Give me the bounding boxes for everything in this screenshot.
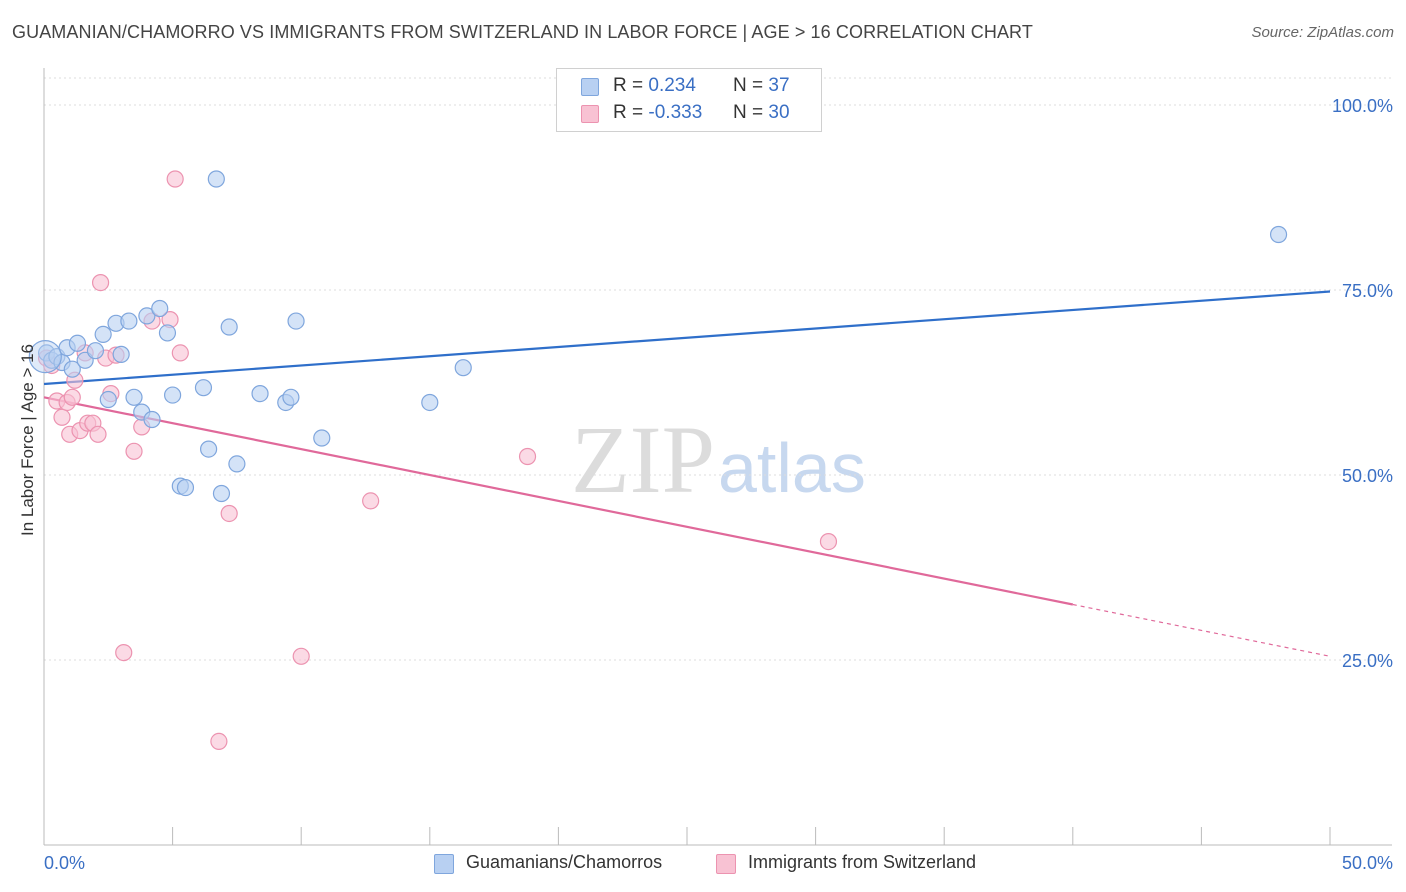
x-tick-label: 0.0%: [44, 853, 85, 873]
point-guamanians: [1269, 225, 1288, 244]
point-guamanians: [138, 307, 156, 325]
chart-title: GUAMANIAN/CHAMORRO VS IMMIGRANTS FROM SW…: [12, 22, 1033, 42]
point-switzerland: [171, 344, 189, 362]
legend-label: Guamanians/Chamorros: [466, 852, 663, 872]
point-guamanians: [151, 299, 169, 318]
r-value: -0.333: [648, 102, 703, 123]
trend-line-switzerland-extrapolated: [1072, 603, 1331, 657]
point-guamanians: [282, 388, 300, 406]
point-switzerland: [53, 408, 71, 426]
legend-n: N = 30: [733, 102, 790, 124]
r-value: 0.234: [648, 75, 696, 96]
tick-labels: 100.0% 75.0% 50.0% 25.0% 0.0% 50.0%: [44, 96, 1393, 873]
y-tick-label: 25.0%: [1342, 651, 1393, 671]
point-switzerland: [125, 442, 143, 460]
point-switzerland: [89, 425, 107, 443]
point-switzerland: [166, 170, 184, 188]
n-value: 30: [768, 102, 790, 123]
n-value: 37: [768, 75, 790, 96]
y-axis-label: In Labor Force | Age > 16: [18, 343, 37, 537]
n-label: N =: [733, 75, 764, 96]
legend-r: R = -0.333: [613, 102, 702, 124]
point-switzerland: [63, 388, 81, 406]
legend-r: R = 0.234: [613, 75, 696, 97]
point-guamanians: [63, 360, 81, 378]
legend-swatch-blue: [434, 854, 454, 874]
point-cluster: [28, 340, 62, 374]
y-tick-label: 100.0%: [1332, 96, 1393, 116]
point-guamanians: [454, 359, 472, 377]
point-guamanians: [200, 440, 218, 458]
point-guamanians: [251, 385, 269, 403]
legend-swatch-pink: [581, 105, 599, 123]
point-guamanians: [86, 342, 105, 360]
legend-label: Immigrants from Switzerland: [748, 852, 977, 872]
trend-line-switzerland: [43, 396, 1074, 606]
point-switzerland: [210, 732, 228, 751]
point-switzerland: [115, 643, 133, 662]
source-label: Source: ZipAtlas.com: [1251, 24, 1394, 41]
point-guamanians: [125, 388, 143, 406]
point-switzerland: [220, 504, 238, 523]
correlation-legend: R = 0.234 N = 37 R = -0.333 N = 30: [556, 68, 822, 132]
watermark-zip: ZIP: [571, 406, 715, 513]
point-guamanians: [207, 170, 225, 188]
data-points: [28, 170, 1288, 751]
point-switzerland: [292, 647, 310, 665]
point-guamanians: [313, 429, 331, 447]
point-guamanians: [94, 325, 112, 343]
trend-line-guamanians: [43, 290, 1331, 386]
point-guamanians: [212, 484, 231, 503]
point-guamanians: [68, 334, 87, 352]
point-guamanians: [228, 455, 246, 473]
point-guamanians: [99, 390, 117, 409]
point-guamanians: [112, 345, 130, 363]
n-label: N =: [733, 102, 764, 123]
legend-n: N = 37: [733, 75, 790, 97]
watermark: ZIP atlas: [571, 406, 866, 513]
r-label: R =: [613, 75, 644, 96]
point-switzerland: [518, 447, 537, 466]
watermark-atlas: atlas: [718, 429, 866, 507]
axes: [43, 68, 1392, 846]
point-guamanians: [120, 312, 138, 330]
legend-swatch-pink: [716, 854, 736, 874]
y-tick-label: 75.0%: [1342, 281, 1393, 301]
r-label: R =: [613, 102, 644, 123]
point-guamanians: [421, 393, 439, 412]
y-tick-label: 50.0%: [1342, 466, 1393, 486]
point-guamanians: [194, 379, 213, 397]
point-guamanians: [158, 324, 177, 342]
trend-lines: [43, 290, 1331, 657]
point-guamanians: [143, 410, 161, 429]
point-guamanians: [287, 312, 305, 330]
point-guamanians: [176, 478, 195, 497]
point-switzerland: [362, 492, 380, 510]
y-axis-label-wrap: In Labor Force | Age > 16: [16, 290, 40, 590]
x-tick-label: 50.0%: [1342, 853, 1393, 873]
point-switzerland: [819, 532, 838, 551]
point-guamanians: [220, 318, 238, 336]
point-switzerland: [91, 274, 110, 292]
legend-swatch-blue: [581, 78, 599, 96]
point-guamanians: [164, 386, 182, 404]
